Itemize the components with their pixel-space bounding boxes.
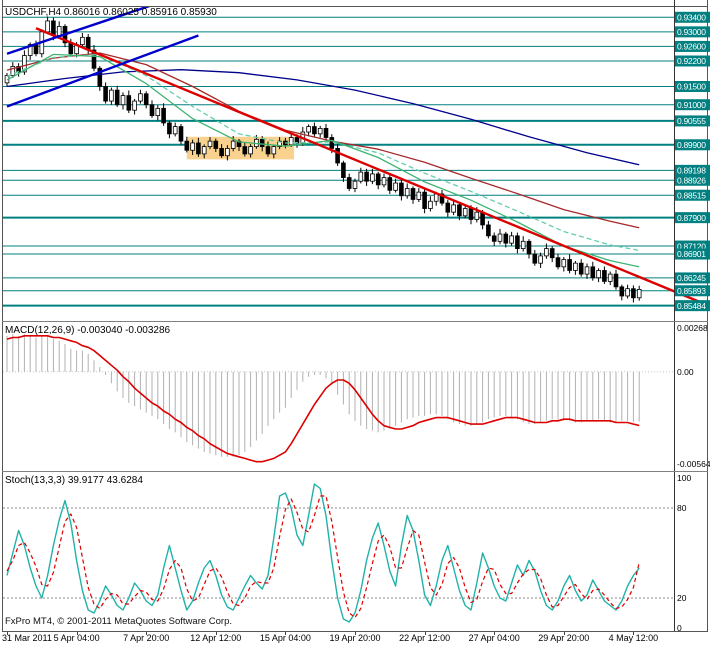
time-axis-tick — [285, 632, 287, 635]
time-axis-tick — [494, 632, 496, 635]
stoch-main[interactable] — [6, 483, 640, 623]
ma-mid-crimson[interactable] — [6, 52, 640, 229]
price-axis-label: 0.88515 — [677, 190, 706, 200]
ascending-channel-lower[interactable] — [6, 34, 199, 108]
time-axis-label: 27 Apr 04:00 — [468, 633, 520, 643]
time-axis-label: 29 Apr 20:00 — [538, 633, 590, 643]
macd-axis-label: -0.00564 — [677, 459, 710, 469]
stoch-scale[interactable]: 100 80 20 0 — [677, 473, 691, 632]
price-axis-label: 0.93000 — [677, 27, 706, 37]
price-axis-label: 0.86245 — [677, 273, 706, 283]
price-axis-label: 0.85893 — [677, 286, 706, 296]
macd-indicator-label: MACD(12,26,9) -0.003040 -0.003286 — [5, 325, 171, 336]
stoch-indicator-label: Stoch(13,3,3) 39.9177 43.6284 — [5, 475, 143, 486]
stoch-panel[interactable]: 100 80 20 0 — [0, 472, 710, 632]
price-axis-label: 0.91000 — [677, 100, 706, 110]
panel-frame — [2, 472, 708, 632]
price-axis-label: 0.88926 — [677, 175, 706, 185]
macd-axis-label: 0.00 — [677, 367, 694, 377]
candles-layer — [4, 16, 642, 303]
time-axis-tick — [424, 632, 426, 635]
time-axis-label: 4 May 12:00 — [608, 633, 659, 643]
ma-slow-navy[interactable] — [6, 69, 640, 166]
time-axis-label: 5 Apr 04:00 — [53, 633, 100, 643]
price-axis-label: 0.93400 — [677, 12, 706, 22]
chart-title: USDCHF,H4 0.86016 0.86025 0.85916 0.8593… — [5, 7, 217, 18]
price-axis-label: 0.89198 — [677, 166, 706, 176]
macd-panel[interactable]: 0.00268 0.00 -0.00564 — [0, 322, 710, 472]
price-axis-label: 0.85484 — [677, 301, 706, 311]
time-axis-tick — [563, 632, 565, 635]
price-chart-panel[interactable]: 0.93400 0.93000 0.92600 0.92200 0.91500 0.910… — [0, 0, 710, 322]
price-axis-label: 0.87120 — [677, 241, 706, 251]
time-axis-tick — [633, 632, 635, 635]
time-axis-tick — [215, 632, 217, 635]
copyright-watermark: FxPro MT4, © 2001-2011 MetaQuotes Softwa… — [5, 616, 233, 627]
ascending-channel-upper[interactable] — [6, 0, 181, 55]
time-axis-tick — [146, 632, 148, 635]
price-axis-label: 0.86901 — [677, 249, 706, 259]
stoch-axis-label: 100 — [677, 473, 691, 483]
time-axis[interactable]: 31 Mar 2011 5 Apr 04:00 7 Apr 20:00 12 Apr … — [0, 632, 710, 645]
macd-signal-line[interactable] — [6, 335, 640, 463]
price-axis-label: 0.92600 — [677, 42, 706, 52]
panel-frame — [2, 0, 708, 322]
stoch-axis-label: 0 — [677, 623, 682, 632]
time-axis-label: 7 Apr 20:00 — [123, 633, 170, 643]
stoch-signal[interactable] — [6, 495, 640, 619]
time-axis-label: 22 Apr 12:00 — [399, 633, 451, 643]
price-scale[interactable]: 0.93400 0.93000 0.92600 0.92200 0.91500 0.910… — [675, 11, 710, 312]
time-axis-label: 31 Mar 2011 — [2, 633, 52, 643]
time-axis-label: 12 Apr 12:00 — [190, 633, 242, 643]
macd-scale[interactable]: 0.00268 0.00 -0.00564 — [677, 323, 710, 469]
price-axis-label: 0.92200 — [677, 56, 706, 66]
time-axis-tick — [76, 632, 78, 635]
descending-trendline[interactable] — [35, 27, 704, 305]
macd-histogram[interactable] — [6, 334, 640, 457]
price-axis-label: 0.89900 — [677, 140, 706, 150]
time-axis-tick — [7, 632, 8, 635]
time-axis-label: 15 Apr 04:00 — [259, 633, 311, 643]
time-axis-label: 19 Apr 20:00 — [329, 633, 381, 643]
panel-frame — [2, 322, 708, 472]
time-axis-tick — [355, 632, 356, 635]
trendlines-layer — [6, 0, 704, 305]
price-axis-label: 0.90555 — [677, 116, 706, 126]
stoch-axis-label: 20 — [677, 593, 687, 603]
macd-axis-label: 0.00268 — [677, 323, 708, 333]
price-axis-label: 0.87900 — [677, 213, 706, 223]
stoch-axis-label: 80 — [677, 503, 687, 513]
price-axis-label: 0.91500 — [677, 82, 706, 92]
